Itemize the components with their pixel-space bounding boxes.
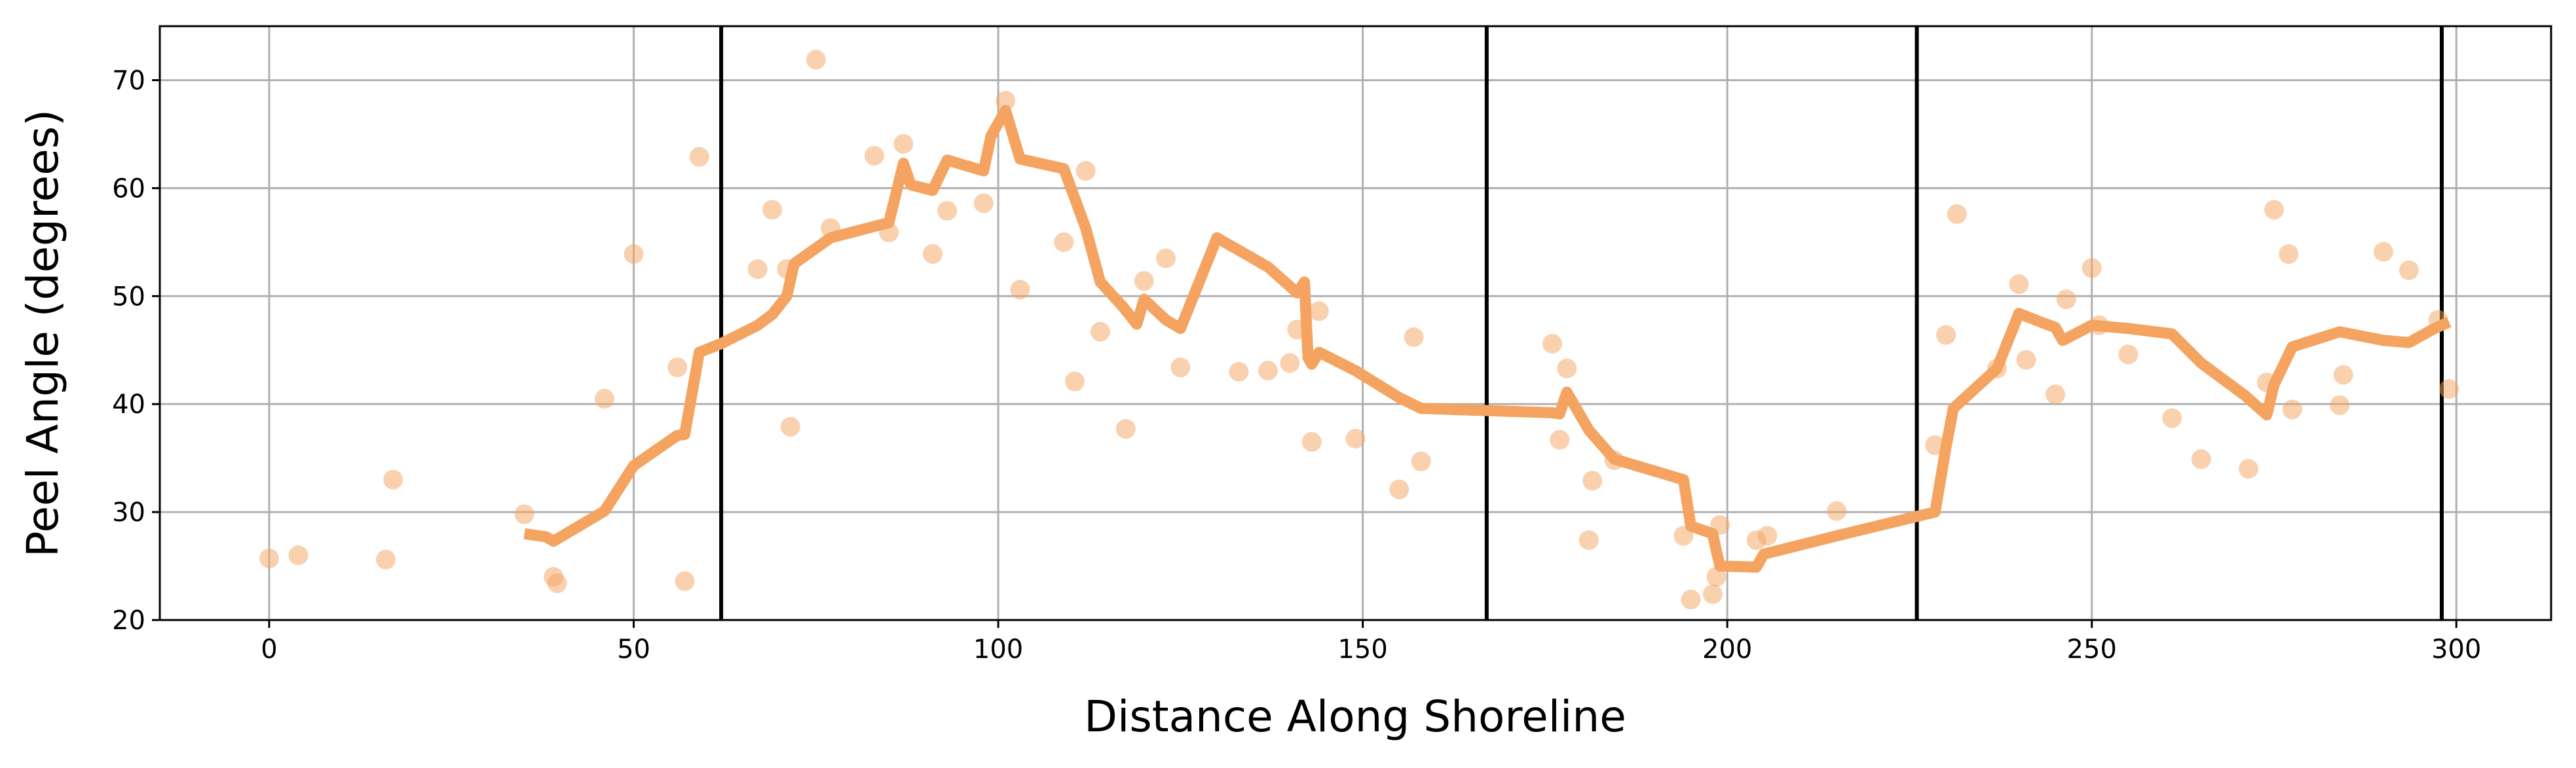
scatter-point [1345,428,1366,448]
y-tick-label: 30 [112,498,145,528]
scatter-point [747,259,768,280]
scatter-point [973,193,994,213]
smoothed-line [523,105,2452,573]
scatter-point [2279,244,2299,264]
scatter-point [1389,479,1409,500]
plot-frame [159,25,2552,621]
scatter-point [864,145,884,166]
y-tick-label: 70 [112,65,145,96]
scatter-point [937,200,958,221]
scatter-point [996,90,1016,111]
scatter-point [1258,361,1278,381]
scatter-point [547,573,567,593]
scatter-point [2399,260,2419,280]
axes-frame [159,25,2552,621]
scatter-point [2056,289,2076,310]
scatter-point [624,244,644,264]
scatter-point [1582,471,1603,491]
scatter-point [1947,204,1967,224]
scatter-point [1170,357,1191,378]
scatter-point [1557,358,1577,378]
scatter-point [806,50,826,70]
scatter-point [376,549,396,570]
x-tick-label: 100 [973,634,1023,665]
scatter-point [1542,333,1563,354]
scatter-point [1280,353,1300,373]
scatter-point [1404,327,1424,347]
scatter-point [1064,371,1085,392]
scatter-point [667,357,688,378]
scatter-point [1309,301,1329,321]
x-axis-label: Distance Along Shoreline [1084,691,1626,742]
y-tick-label: 50 [112,282,145,312]
scatter-point [1054,232,1074,252]
x-tick-label: 50 [617,634,650,665]
scatter-point [1301,431,1322,452]
scatter-point [2191,449,2211,469]
scatter-point [1550,430,1570,450]
x-axis-ticks: 0 50 100 150 200 250 300 [261,620,2481,665]
scatter-point [594,388,614,409]
scatter-point [2045,384,2066,405]
scatter-point [1827,501,1847,521]
y-axis-ticks: 20 30 40 50 60 70 [112,65,160,636]
scatter-point [893,134,914,154]
y-tick-label: 60 [112,174,145,204]
scatter-point [2282,399,2302,420]
scatter-point [1578,530,1599,550]
x-tick-label: 300 [2431,634,2481,665]
scatter-point [922,244,943,264]
vertical-lines [719,26,2444,620]
scatter-point [2264,200,2285,220]
x-tick-label: 250 [2067,634,2117,665]
scatter-point [2239,459,2259,479]
scatter-point [1229,361,1249,382]
scatter-point [259,549,279,569]
scatter-point [288,545,308,566]
scatter-point [1090,321,1110,342]
scatter-point [1706,567,1727,587]
scatter-point [2081,258,2102,278]
scatter-point [1115,419,1136,439]
scatter-point [689,147,709,167]
scatter-point [1156,248,1176,268]
scatter-point [1075,160,1096,181]
scatter-point [1757,526,1778,546]
scatter-point [2333,365,2353,385]
scatter-point [1681,589,1701,610]
scatter-point [2162,408,2182,428]
scatter-point [514,504,534,524]
y-axis-label: Peel Angle (degrees) [18,109,68,557]
scatter-point [762,200,783,220]
grid [160,26,2551,621]
line-series [523,105,2452,573]
scatter-point [675,571,695,591]
scatter-point [2016,350,2036,370]
y-tick-label: 40 [112,390,145,420]
x-tick-label: 0 [261,634,277,665]
scatter-point [383,469,403,490]
scatter-point [2330,395,2350,415]
x-tick-label: 150 [1337,634,1387,665]
y-tick-label: 20 [112,606,145,636]
scatter-point [2009,274,2029,295]
x-tick-label: 200 [1702,634,1752,665]
scatter-point [2439,379,2459,399]
scatter-point [1411,451,1431,471]
scatter-point [1134,271,1154,291]
scatter-point [1702,584,1723,604]
scatter-point [780,416,800,437]
scatter-point [1936,325,1956,345]
scatter-point [2373,242,2393,262]
scatter-point [1010,280,1030,300]
scatter-point [2118,344,2138,365]
